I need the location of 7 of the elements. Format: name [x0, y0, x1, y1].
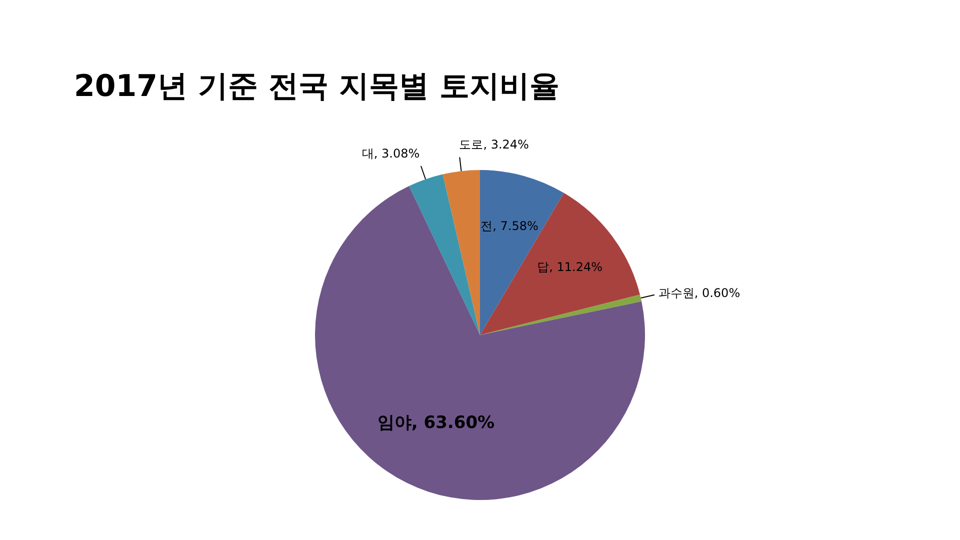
slice-label: 전, 7.58% [480, 218, 538, 233]
slice-label: 과수원, 0.60% [658, 286, 740, 300]
slice-label: 대, 3.08% [362, 146, 420, 160]
slice-label: 도로, 3.24% [459, 137, 529, 152]
chart-title: 2017년 기준 전국 지목별 토지비율 [74, 68, 560, 106]
slice-label: 답, 11.24% [537, 260, 603, 274]
slice-label: 임야, 63.60% [377, 413, 495, 434]
